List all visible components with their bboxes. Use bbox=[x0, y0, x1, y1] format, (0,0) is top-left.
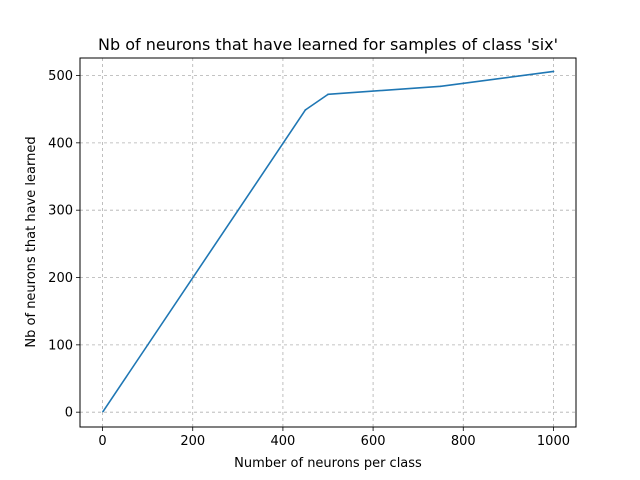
x-axis-label: Number of neurons per class bbox=[234, 456, 422, 471]
y-axis-label: Nb of neurons that have learned bbox=[24, 136, 39, 347]
y-tick-label: 200 bbox=[48, 271, 73, 286]
plot-frame bbox=[79, 57, 577, 428]
y-axis: 0 100 200 300 400 500 bbox=[48, 69, 80, 421]
y-tick-label: 100 bbox=[48, 338, 73, 353]
data-point bbox=[439, 85, 442, 88]
x-tick-label: 1000 bbox=[537, 434, 570, 449]
data-point bbox=[552, 70, 555, 73]
y-tick-label: 0 bbox=[65, 406, 73, 421]
data-point bbox=[304, 108, 307, 111]
data-point bbox=[102, 410, 104, 413]
x-axis: 0 200 400 600 800 1000 bbox=[98, 427, 570, 449]
x-tick-label: 400 bbox=[270, 434, 295, 449]
chart-title: Nb of neurons that have learned for samp… bbox=[98, 35, 558, 54]
x-tick-label: 800 bbox=[451, 434, 476, 449]
x-tick-label: 200 bbox=[180, 434, 205, 449]
series-layer bbox=[102, 70, 555, 413]
y-tick-label: 400 bbox=[48, 136, 73, 151]
x-tick-label: 0 bbox=[98, 434, 106, 449]
y-tick-label: 300 bbox=[48, 204, 73, 219]
grid-lines bbox=[80, 58, 576, 427]
data-point bbox=[327, 93, 329, 96]
series-line bbox=[102, 70, 554, 412]
y-tick-label: 500 bbox=[48, 69, 73, 84]
x-tick-label: 600 bbox=[361, 434, 386, 449]
